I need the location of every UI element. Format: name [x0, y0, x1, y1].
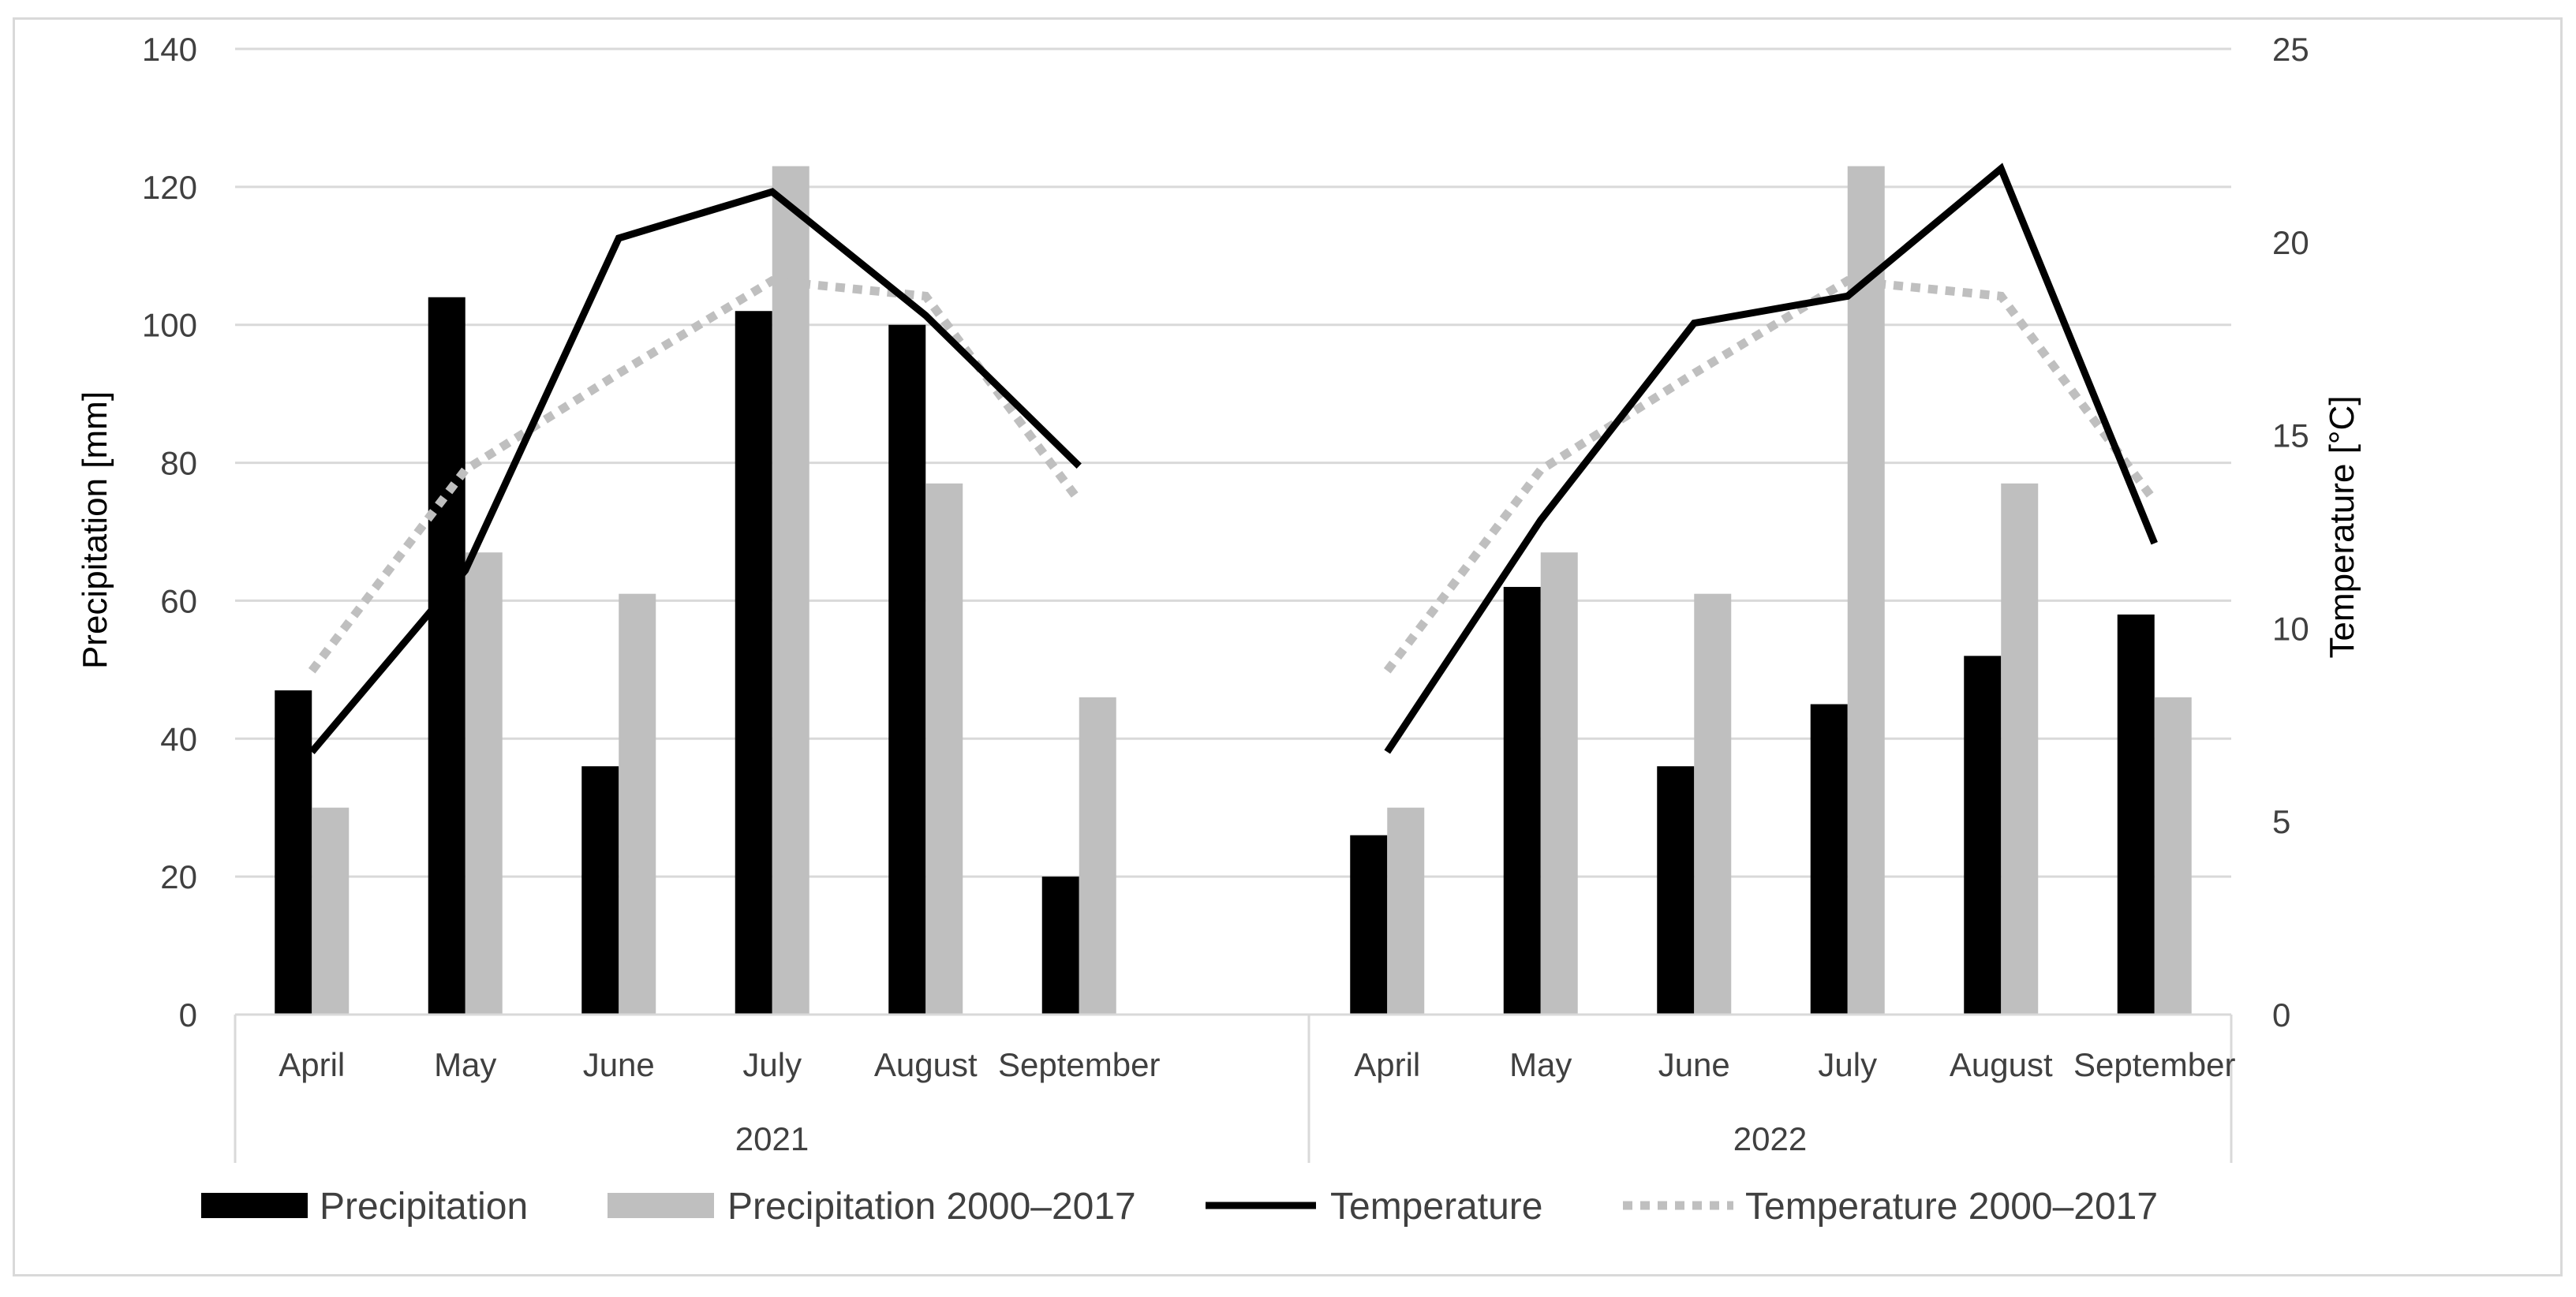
precipitation-bar: [428, 297, 465, 1015]
precipitation-bar: [1964, 656, 2002, 1015]
precipitation-2000-2017-bar: [925, 483, 963, 1015]
precipitation-bar: [888, 324, 926, 1015]
axes: 0 20 40 60 80 100 120 140 0 5 10 15 20 25 April May June…: [142, 31, 2309, 1163]
x-tick-label: May: [434, 1046, 496, 1083]
precipitation-2000-2017-bar: [1847, 166, 1885, 1015]
precipitation-2000-2017-bar: [312, 807, 350, 1015]
precipitation-2000-2017-bar: [619, 593, 656, 1015]
precipitation-2000-2017-bar: [2154, 697, 2192, 1015]
labels: Precipitation [mm] Temperature [°C]: [76, 391, 2361, 669]
legend-swatch: [201, 1193, 308, 1218]
precipitation-bar: [1810, 704, 1848, 1015]
x-tick-label: July: [742, 1046, 802, 1083]
bars: [275, 166, 2192, 1015]
y-axis-title: Precipitation [mm]: [76, 391, 114, 669]
y-tick-label: 100: [142, 307, 197, 344]
precipitation-2000-2017-bar: [772, 166, 809, 1015]
precipitation-bar: [1350, 835, 1388, 1015]
temperature-line: [308, 188, 1082, 754]
legend: Precipitation Precipitation 2000–2017 Temp…: [201, 1186, 2158, 1228]
y-tick-label: 60: [160, 582, 197, 619]
temperature-line: [1384, 163, 2158, 754]
y2-tick-label: 15: [2272, 417, 2309, 454]
precipitation-bar: [1657, 766, 1695, 1015]
y-tick-label: 0: [179, 996, 197, 1033]
precipitation-2000-2017-bar: [1694, 593, 1732, 1015]
y-tick-label: 120: [142, 169, 197, 206]
legend-label: Temperature: [1330, 1186, 1542, 1228]
x-tick-label: September: [998, 1046, 1160, 1083]
y2-tick-label: 0: [2272, 996, 2290, 1033]
y2-tick-label: 20: [2272, 224, 2309, 261]
precipitation-bar: [581, 766, 619, 1015]
x-group-label: 2022: [1733, 1120, 1807, 1157]
legend-swatch: [608, 1193, 714, 1218]
gridlines: [235, 47, 2231, 878]
lines: [308, 163, 2159, 754]
x-tick-label: July: [1818, 1046, 1877, 1083]
x-tick-label: May: [1509, 1046, 1572, 1083]
y2-axis-title: Temperature [°C]: [2323, 395, 2361, 658]
y2-tick-label: 10: [2272, 610, 2309, 647]
temperature-2000-2017-line: [308, 276, 1083, 674]
precipitation-2000-2017-bar: [1387, 807, 1425, 1015]
precipitation-2000-2017-bar: [1079, 697, 1116, 1015]
precipitation-bar: [735, 311, 772, 1015]
precipitation-2000-2017-bar: [465, 552, 503, 1015]
legend-label: Temperature 2000–2017: [1745, 1186, 2158, 1228]
x-tick-label: April: [1354, 1046, 1420, 1083]
x-tick-label: June: [583, 1046, 655, 1083]
precipitation-bar: [2117, 614, 2155, 1015]
legend-label: Precipitation 2000–2017: [727, 1186, 1136, 1228]
legend-label: Precipitation: [320, 1186, 528, 1228]
x-tick-label: June: [1658, 1046, 1730, 1083]
precipitation-2000-2017-bar: [2001, 483, 2039, 1015]
precipitation-bar: [275, 690, 312, 1015]
y2-tick-label: 5: [2272, 803, 2290, 840]
precipitation-bar: [1041, 877, 1079, 1015]
precipitation-bar: [1503, 586, 1541, 1015]
y-tick-label: 80: [160, 445, 197, 482]
temperature-2000-2017-line: [1383, 276, 2159, 674]
y2-tick-label: 25: [2272, 31, 2309, 68]
x-tick-label: August: [874, 1046, 978, 1083]
x-group-label: 2021: [735, 1120, 809, 1157]
precipitation-2000-2017-bar: [1540, 552, 1578, 1015]
y-tick-label: 140: [142, 31, 197, 68]
y-tick-label: 40: [160, 720, 197, 757]
x-tick-label: September: [2073, 1046, 2235, 1083]
x-tick-label: August: [1950, 1046, 2053, 1083]
y-tick-label: 20: [160, 858, 197, 895]
x-tick-label: April: [279, 1046, 345, 1083]
